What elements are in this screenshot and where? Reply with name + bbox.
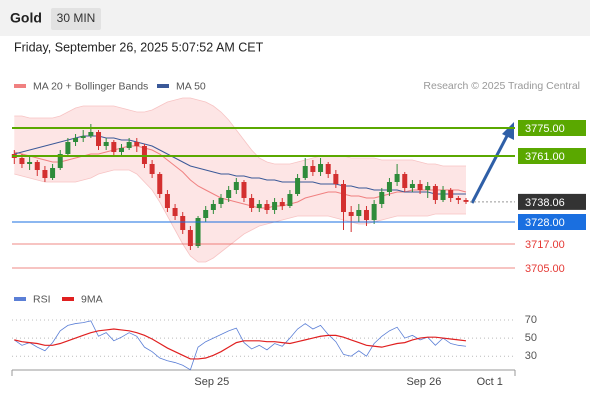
candle-body: [203, 210, 209, 218]
candle-body: [432, 186, 438, 200]
candle-body: [80, 136, 86, 138]
x-tick-label: Sep 26: [406, 376, 441, 388]
candle-body: [264, 204, 270, 210]
legend-label: MA 20 + Bollinger Bands: [33, 80, 148, 92]
level-label: 3775.00: [525, 123, 565, 135]
candle-body: [409, 184, 415, 188]
candle-body: [157, 174, 163, 194]
forecast-arrow: [470, 133, 510, 204]
candle-body: [73, 138, 79, 142]
candle-body: [180, 216, 186, 230]
candle-body: [379, 192, 385, 204]
candle-body: [448, 190, 454, 198]
level-label: 3761.00: [525, 151, 565, 163]
candle-body: [241, 182, 247, 198]
candle-body: [348, 212, 354, 216]
arrow-head: [502, 122, 514, 140]
candle-body: [172, 208, 178, 216]
candle-body: [341, 184, 347, 212]
candle-body: [134, 142, 140, 146]
candle-body: [272, 202, 278, 210]
candle-body: [363, 210, 369, 220]
candle-body: [394, 174, 400, 182]
candle-body: [42, 170, 48, 178]
candle-body: [463, 200, 469, 202]
candle-body: [455, 198, 461, 200]
candle-body: [103, 142, 109, 146]
timestamp: Friday, September 26, 2025 5:07:52 AM CE…: [14, 40, 264, 54]
legend-swatch: [62, 297, 74, 301]
y-tick-label: 50: [525, 332, 537, 344]
rsi-line: [14, 328, 467, 360]
timeframe[interactable]: 30 MIN: [57, 11, 96, 25]
candle-body: [65, 142, 71, 154]
candle-body: [287, 194, 293, 206]
candle-body: [34, 162, 40, 170]
candle-body: [425, 186, 431, 190]
candle-body: [111, 142, 117, 152]
candle-body: [318, 164, 324, 172]
candle-body: [256, 204, 262, 208]
level-label: 3717.00: [525, 239, 565, 251]
level-box: [518, 148, 586, 164]
source: Research © 2025 Trading Central: [423, 80, 580, 92]
timeframe-box: [51, 8, 101, 30]
candle-body: [386, 182, 392, 192]
candle-body: [356, 210, 362, 216]
candle-body: [149, 164, 155, 174]
candle-body: [96, 132, 102, 146]
legend-label: 9MA: [81, 293, 103, 305]
legend-label: RSI: [33, 293, 51, 305]
candle-body: [126, 142, 132, 148]
instrument: Gold: [10, 10, 42, 26]
candle-body: [295, 178, 301, 194]
candle-body: [195, 218, 201, 246]
candle-body: [218, 198, 224, 204]
candle-body: [333, 174, 339, 184]
candle-body: [118, 148, 124, 152]
y-tick-label: 30: [525, 350, 537, 362]
candle-body: [302, 166, 308, 178]
candle-body: [417, 184, 423, 190]
candle-body: [325, 164, 331, 174]
level-box: [518, 193, 586, 210]
candle-body: [88, 132, 94, 136]
candle-body: [226, 190, 232, 198]
candle-body: [310, 166, 316, 172]
candle-body: [249, 198, 255, 208]
level-box: [518, 120, 586, 136]
level-label: 3728.00: [525, 217, 565, 229]
candle-body: [50, 168, 56, 178]
candle-body: [210, 204, 216, 210]
bollinger-fill: [14, 98, 467, 262]
candle-body: [233, 182, 239, 190]
candle-body: [402, 174, 408, 188]
ma20-line: [14, 145, 467, 209]
x-tick-label: Oct 1: [477, 376, 503, 388]
y-tick-label: 70: [525, 314, 537, 326]
candle-body: [164, 194, 170, 208]
legend-swatch: [14, 84, 26, 88]
level-label: 3738.06: [525, 197, 565, 209]
legend-swatch: [157, 84, 169, 88]
bollinger-lower: [14, 169, 467, 263]
candle-body: [19, 158, 25, 164]
legend-label: MA 50: [176, 80, 206, 92]
level-box: [518, 214, 586, 230]
candle-body: [57, 154, 63, 168]
candle-body: [279, 202, 285, 206]
candle-body: [27, 162, 33, 164]
bollinger-upper: [14, 97, 467, 167]
rsi-line: [14, 320, 467, 371]
x-tick-label: Sep 25: [194, 376, 229, 388]
level-label: 3705.00: [525, 263, 565, 275]
candle-body: [187, 230, 193, 246]
candle-body: [440, 190, 446, 200]
candle-body: [371, 204, 377, 220]
legend-swatch: [14, 297, 26, 301]
